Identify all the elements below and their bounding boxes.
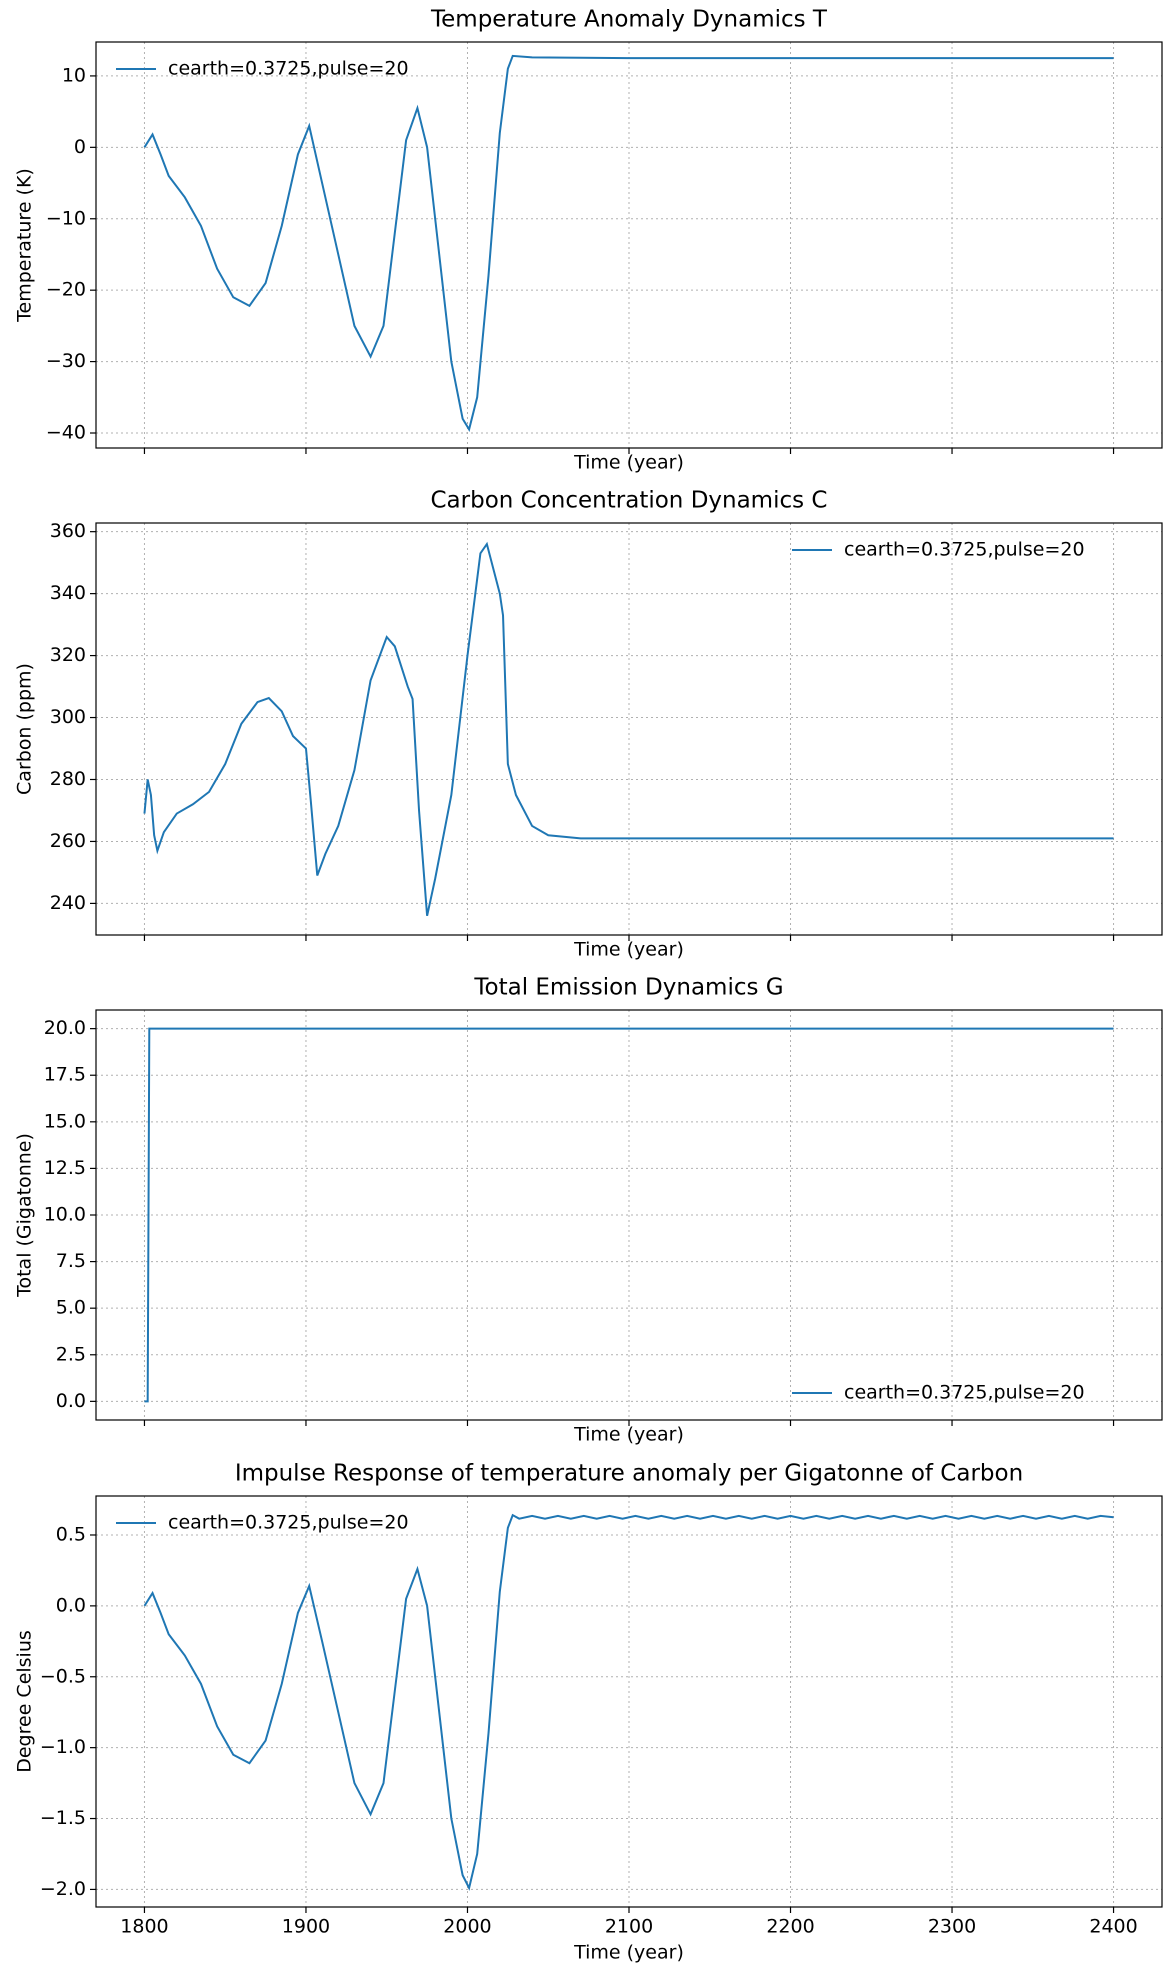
x-tick-label: 2400	[1089, 1916, 1137, 1938]
data-line	[143, 541, 1114, 917]
x-tick-label: 1800	[120, 1916, 168, 1938]
x-axis-label: Time (year)	[573, 939, 684, 961]
subplot: −40 −30 −20 −10 0 10 Temperature Anomaly Dynam…	[14, 7, 1163, 474]
y-tick-label: −2.0	[40, 1878, 86, 1900]
x-axis-label: Time (year)	[573, 452, 684, 474]
plot-frame	[95, 1009, 1163, 1421]
x-axis-label: Time (year)	[573, 1424, 684, 1446]
y-tick-label: 320	[50, 644, 86, 666]
y-tick-label: −40	[46, 422, 86, 444]
y-axis-label: Degree Celsius	[14, 1630, 36, 1773]
chart-title: Temperature Anomaly Dynamics T	[430, 7, 828, 33]
subplot: 0.0 2.5 5.0 7.5 10.0 12.5 15.0 17.5 20.0 Total Em…	[14, 975, 1163, 1446]
y-tick-label: 17.5	[44, 1064, 86, 1086]
x-axis-label: Time (year)	[573, 1942, 684, 1964]
y-tick-label: 260	[50, 830, 86, 852]
y-tick-label: 0.0	[56, 1594, 86, 1616]
legend-label: cearth=0.3725,pulse=20	[168, 1512, 409, 1534]
y-tick-label: 15.0	[44, 1110, 86, 1132]
y-tick-label: −1.0	[40, 1736, 86, 1758]
y-tick-label: 2.5	[56, 1343, 86, 1365]
plot-frame	[95, 522, 1163, 936]
y-tick-label: −30	[46, 350, 86, 372]
y-tick-label: 360	[50, 520, 86, 542]
y-tick-label: 0.5	[56, 1523, 86, 1545]
data-line	[144, 1027, 1114, 1403]
y-tick-label: −10	[46, 207, 86, 229]
y-tick-label: 0.0	[56, 1390, 86, 1412]
subplot: 240 260 280 300 320 340 360 Carbon Concentratio…	[14, 488, 1163, 961]
x-tick-label: 2200	[766, 1916, 814, 1938]
chart-title: Total Emission Dynamics G	[473, 975, 783, 1001]
y-tick-label: 20.0	[44, 1017, 86, 1039]
y-tick-label: −20	[46, 279, 86, 301]
legend-label: cearth=0.3725,pulse=20	[844, 1382, 1085, 1404]
y-tick-label: 340	[50, 582, 86, 604]
y-tick-label: 5.0	[56, 1297, 86, 1319]
plot-frame	[95, 1495, 1163, 1908]
y-tick-label: 7.5	[56, 1250, 86, 1272]
y-tick-label: 240	[50, 892, 86, 914]
subplot: 1800 1900 2000 2100 2200 2300 2400 −2.0 −1.5 −1.0…	[14, 1461, 1163, 1964]
chart-title: Impulse Response of temperature anomaly …	[235, 1461, 1023, 1487]
x-tick-label: 2300	[928, 1916, 976, 1938]
y-tick-label: 10.0	[44, 1204, 86, 1226]
y-tick-label: 280	[50, 768, 86, 790]
plot-frame	[95, 41, 1163, 449]
y-tick-label: 300	[50, 706, 86, 728]
y-tick-label: −1.5	[40, 1807, 86, 1829]
y-tick-label: 0	[74, 136, 86, 158]
y-axis-label: Carbon (ppm)	[14, 663, 36, 795]
x-tick-label: 2100	[605, 1916, 653, 1938]
x-tick-label: 2000	[443, 1916, 491, 1938]
data-line	[143, 1513, 1114, 1891]
legend-label: cearth=0.3725,pulse=20	[844, 539, 1085, 561]
y-tick-label: 10	[62, 64, 86, 86]
chart-title: Carbon Concentration Dynamics C	[431, 488, 828, 514]
x-tick-label: 1900	[282, 1916, 330, 1938]
legend-label: cearth=0.3725,pulse=20	[168, 58, 409, 80]
y-axis-label: Total (Gigatonne)	[14, 1133, 36, 1298]
y-tick-label: −0.5	[40, 1665, 86, 1687]
y-axis-label: Temperature (K)	[14, 168, 36, 323]
y-tick-label: 12.5	[44, 1157, 86, 1179]
data-line	[143, 54, 1114, 433]
